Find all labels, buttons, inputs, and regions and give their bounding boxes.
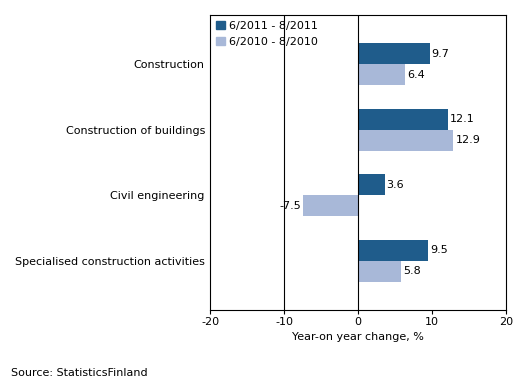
Text: 5.8: 5.8: [403, 266, 421, 276]
Bar: [358, 43, 430, 64]
Text: 9.7: 9.7: [432, 49, 449, 59]
Bar: [358, 240, 428, 261]
Bar: [358, 64, 406, 85]
Bar: [358, 261, 401, 282]
Text: 3.6: 3.6: [386, 180, 404, 190]
Text: -7.5: -7.5: [279, 201, 301, 211]
Bar: [358, 174, 385, 195]
Bar: [303, 195, 358, 216]
Text: 12.9: 12.9: [455, 135, 480, 145]
X-axis label: Year-on year change, %: Year-on year change, %: [292, 332, 424, 342]
Bar: [358, 109, 448, 130]
Bar: [358, 130, 454, 150]
Legend: 6/2011 - 8/2011, 6/2010 - 8/2010: 6/2011 - 8/2011, 6/2010 - 8/2010: [216, 21, 318, 47]
Text: 9.5: 9.5: [430, 245, 448, 255]
Text: 6.4: 6.4: [407, 70, 425, 79]
Text: 12.1: 12.1: [449, 114, 474, 124]
Text: Source: StatisticsFinland: Source: StatisticsFinland: [11, 368, 147, 378]
